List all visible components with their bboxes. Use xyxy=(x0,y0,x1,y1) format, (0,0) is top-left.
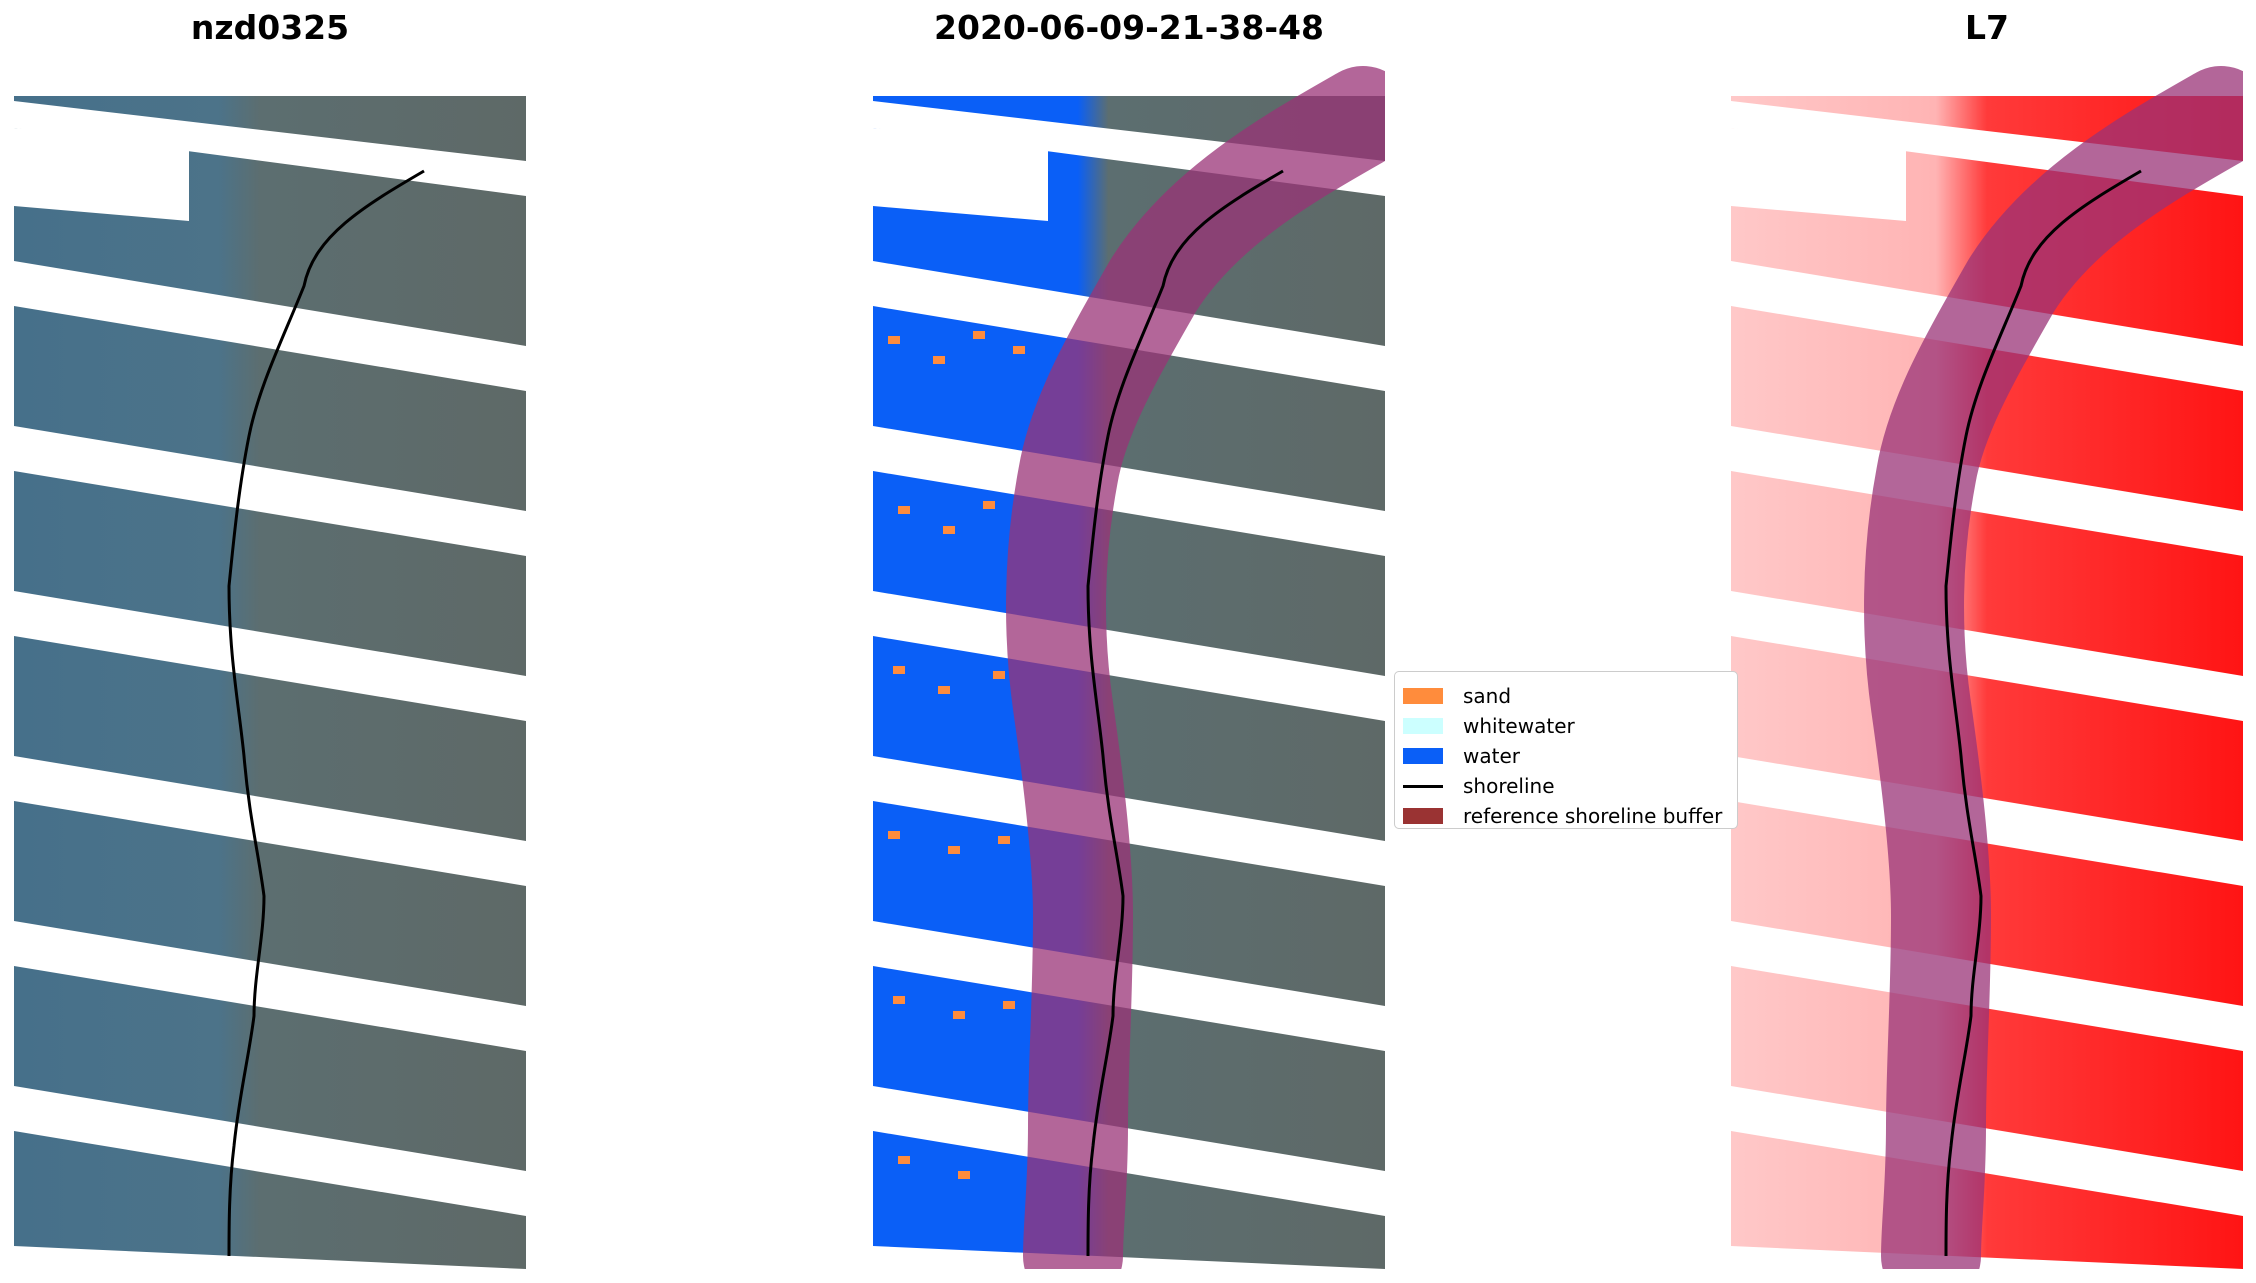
index-image-panel xyxy=(1731,56,2243,1269)
panel-title-rgb: nzd0325 xyxy=(190,8,350,47)
shoreline-line xyxy=(227,169,425,1257)
legend-item-shoreline: shoreline xyxy=(1403,772,1555,800)
classified-image xyxy=(873,56,1385,1269)
index-image xyxy=(1731,56,2243,1269)
scan-line-gaps xyxy=(873,56,1385,1269)
legend-label-shoreline: shoreline xyxy=(1463,774,1555,798)
legend-patch-buffer xyxy=(1403,808,1443,824)
scan-line-gaps xyxy=(14,56,526,1269)
legend-patch-whitewater xyxy=(1403,718,1443,734)
sand-pixels xyxy=(888,331,1025,1179)
classified-image-panel xyxy=(873,56,1385,1269)
legend-item-whitewater: whitewater xyxy=(1403,712,1575,740)
panel-title-index: L7 xyxy=(1965,8,2009,47)
legend-label-buffer: reference shoreline buffer xyxy=(1463,804,1723,828)
rgb-image-panel xyxy=(14,56,526,1269)
reference-buffer xyxy=(1006,66,1385,1269)
reference-buffer xyxy=(1864,66,2243,1269)
legend-item-water: water xyxy=(1403,742,1520,770)
legend-label-sand: sand xyxy=(1463,684,1512,708)
legend-item-sand: sand xyxy=(1403,682,1511,710)
shoreline-line xyxy=(1944,169,2142,1257)
legend-item-buffer: reference shoreline buffer xyxy=(1403,802,1722,830)
legend: sand whitewater water shoreline referenc… xyxy=(1394,671,1738,829)
panel-title-classified: 2020-06-09-21-38-48 xyxy=(934,8,1324,47)
shoreline-line xyxy=(1086,169,1284,1257)
legend-patch-water xyxy=(1403,748,1443,764)
rgb-image xyxy=(14,56,526,1269)
legend-label-water: water xyxy=(1463,744,1520,768)
legend-line-shoreline xyxy=(1403,784,1443,788)
legend-label-whitewater: whitewater xyxy=(1463,714,1575,738)
legend-patch-sand xyxy=(1403,688,1443,704)
